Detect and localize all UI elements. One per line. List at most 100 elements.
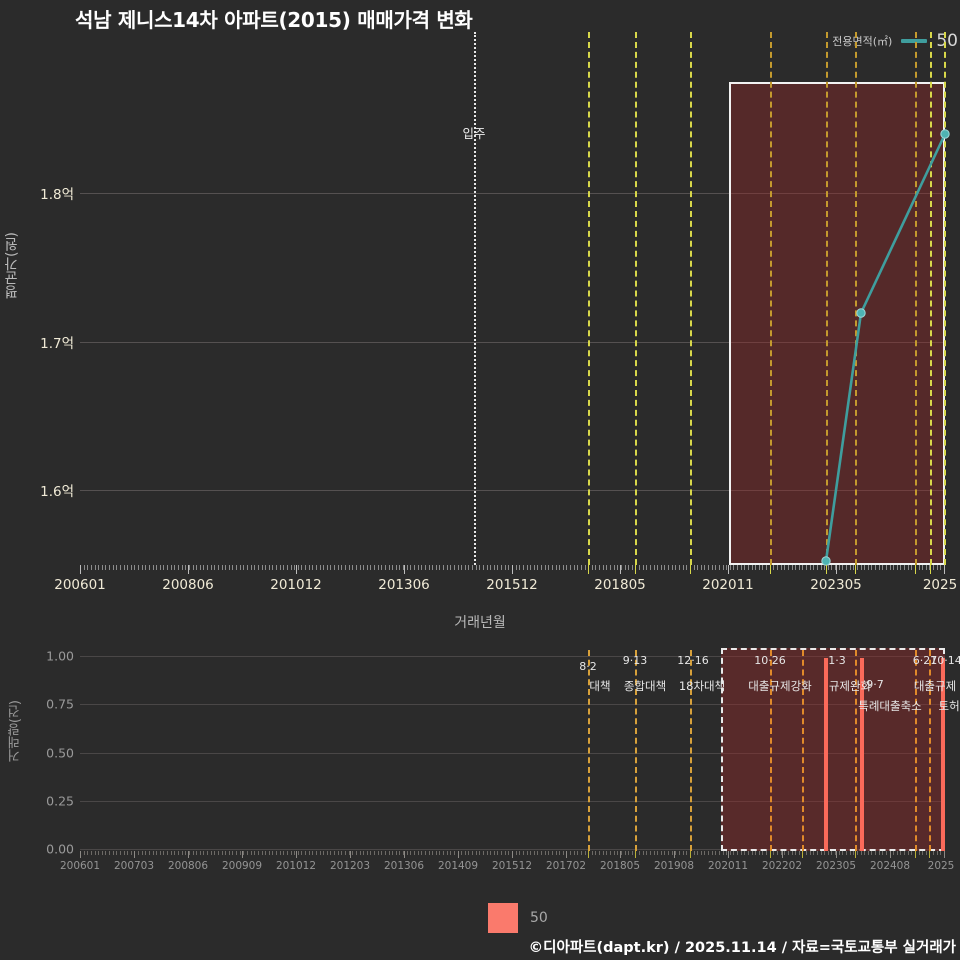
minor-tick xyxy=(551,565,553,570)
minor-tick xyxy=(109,565,111,570)
minor-tick xyxy=(178,851,180,855)
minor-tick xyxy=(399,851,401,855)
minor-tick xyxy=(893,851,895,855)
minor-tick xyxy=(566,565,568,570)
minor-tick xyxy=(443,565,445,570)
minor-tick xyxy=(624,565,626,570)
minor-tick xyxy=(348,851,350,855)
minor-tick xyxy=(326,565,328,570)
minor-tick xyxy=(127,565,129,570)
minor-tick xyxy=(784,565,786,570)
minor-tick xyxy=(686,565,688,570)
minor-tick xyxy=(508,565,510,570)
vxtick-label: 202011 xyxy=(707,860,749,872)
minor-tick xyxy=(871,565,873,570)
minor-tick xyxy=(290,851,292,855)
minor-tick xyxy=(522,565,524,570)
minor-tick xyxy=(482,565,484,570)
minor-tick xyxy=(203,565,205,570)
minor-tick xyxy=(130,565,132,570)
minor-tick xyxy=(773,851,775,855)
minor-tick xyxy=(747,565,749,570)
vxtick-label: 202408 xyxy=(869,860,911,872)
minor-tick xyxy=(301,851,303,855)
minor-tick xyxy=(105,851,107,855)
minor-tick xyxy=(831,851,833,855)
minor-tick xyxy=(315,565,317,570)
minor-tick xyxy=(501,565,503,570)
minor-tick xyxy=(580,565,582,570)
minor-tick xyxy=(718,851,720,855)
minor-tick xyxy=(522,851,524,855)
xtick-label: 201805 xyxy=(594,577,646,593)
minor-tick xyxy=(145,851,147,855)
volume-highlight-region xyxy=(721,648,945,851)
minor-tick xyxy=(174,565,176,570)
data-point xyxy=(940,129,950,139)
minor-tick xyxy=(562,851,564,855)
minor-tick xyxy=(580,851,582,855)
minor-tick xyxy=(737,565,739,570)
vxtick-label: 200703 xyxy=(113,860,155,872)
minor-tick xyxy=(493,565,495,570)
minor-tick xyxy=(119,565,121,570)
minor-tick xyxy=(170,565,172,570)
area-legend-value: 50 xyxy=(936,31,958,51)
xtick-label: 202011 xyxy=(702,577,754,593)
minor-tick xyxy=(475,851,477,855)
minor-tick xyxy=(250,851,252,855)
minor-tick xyxy=(359,565,361,570)
minor-tick xyxy=(613,851,615,855)
minor-tick xyxy=(933,565,935,570)
minor-tick xyxy=(649,565,651,570)
minor-tick xyxy=(657,565,659,570)
minor-tick xyxy=(777,565,778,570)
minor-tick xyxy=(457,565,459,570)
minor-tick xyxy=(504,851,506,855)
minor-tick xyxy=(773,565,775,570)
minor-tick xyxy=(827,565,829,570)
minor-tick xyxy=(90,851,92,855)
minor-tick xyxy=(207,851,209,855)
minor-tick xyxy=(101,851,103,855)
minor-tick xyxy=(809,851,811,855)
minor-tick xyxy=(421,851,423,855)
minor-tick xyxy=(729,565,731,570)
vxtick-label: 2025 xyxy=(927,860,955,872)
minor-tick xyxy=(352,851,354,855)
minor-tick xyxy=(758,851,760,855)
minor-tick xyxy=(268,565,270,570)
volume-legend-value: 50 xyxy=(530,910,548,926)
minor-tick xyxy=(123,851,125,855)
minor-tick xyxy=(315,851,317,855)
minor-tick xyxy=(254,851,256,855)
xtick-label: 201012 xyxy=(270,577,322,593)
minor-tick xyxy=(196,851,198,855)
minor-tick xyxy=(878,565,880,570)
minor-tick xyxy=(337,851,339,855)
minor-tick xyxy=(827,851,829,855)
credit-text: ©디아파트(dapt.kr) / 2025.11.14 / 자료=국토교통부 실… xyxy=(528,940,956,956)
minor-tick xyxy=(424,565,426,570)
minor-tick xyxy=(668,565,670,570)
minor-tick xyxy=(664,565,666,570)
minor-tick xyxy=(392,565,394,570)
minor-tick xyxy=(784,851,786,855)
minor-tick xyxy=(363,851,365,855)
event-line-occupancy xyxy=(474,32,476,565)
minor-tick xyxy=(399,565,401,570)
minor-tick xyxy=(319,565,321,570)
minor-tick xyxy=(377,851,379,855)
minor-tick xyxy=(639,565,641,570)
minor-tick xyxy=(508,851,510,855)
minor-tick xyxy=(286,565,288,570)
minor-tick xyxy=(631,851,633,855)
minor-tick xyxy=(374,565,376,570)
minor-tick xyxy=(896,565,898,570)
minor-tick xyxy=(210,851,212,855)
minor-tick xyxy=(406,851,408,855)
minor-tick xyxy=(283,565,285,570)
minor-tick xyxy=(519,851,521,855)
annotation-name: 대출규제강화 xyxy=(748,679,812,693)
minor-tick xyxy=(933,851,935,855)
